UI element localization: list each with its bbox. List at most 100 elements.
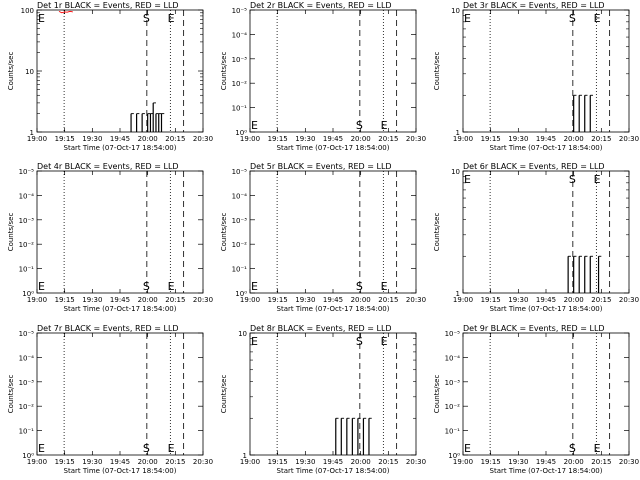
y-tick-label: 10⁰ — [235, 129, 247, 137]
x-tick-label: 20:15 — [378, 135, 398, 143]
marker-S: S — [143, 442, 150, 455]
panel-title: Det 4r BLACK = Events, RED = LLD — [37, 162, 179, 171]
x-tick-label: 19:45 — [536, 135, 556, 143]
marker-S: S — [569, 173, 576, 186]
x-tick-label: 20:00 — [564, 296, 584, 304]
x-tick-label: 19:30 — [82, 296, 102, 304]
x-tick-label: 20:00 — [564, 458, 584, 466]
x-tick-label: 19:30 — [82, 458, 102, 466]
x-tick-label: 20:15 — [591, 135, 611, 143]
y-axis-label: Counts/sec — [7, 52, 15, 91]
y-tick-label: 100 — [21, 7, 34, 15]
x-axis-label: Start Time (07-Oct-17 18:54:00) — [277, 305, 390, 313]
y-axis-label: Counts/sec — [433, 375, 441, 414]
x-tick-label: 19:30 — [82, 135, 102, 143]
y-axis-label: Counts/sec — [7, 375, 15, 414]
panel-title: Det 7r BLACK = Events, RED = LLD — [37, 324, 179, 333]
x-tick-label: 19:45 — [110, 458, 130, 466]
panel-det-4r: Det 4r BLACK = Events, RED = LLD 19:00 19:… — [7, 162, 213, 313]
x-tick-label: 20:00 — [138, 296, 158, 304]
marker-E-end: E — [381, 280, 388, 293]
panel-title: Det 1r BLACK = Events, RED = LLD — [37, 1, 179, 10]
x-tick-label: 19:00 — [240, 135, 260, 143]
x-tick-label: 20:30 — [193, 135, 213, 143]
x-tick-label: 19:30 — [508, 296, 528, 304]
x-tick-label: 19:15 — [481, 458, 501, 466]
x-tick-label: 20:00 — [351, 135, 371, 143]
plot-frame — [462, 9, 630, 133]
marker-E: E — [38, 12, 45, 25]
x-tick-label: 19:45 — [323, 296, 343, 304]
x-tick-label: 19:45 — [536, 458, 556, 466]
x-tick-label: 20:30 — [619, 135, 639, 143]
marker-E-end: E — [168, 442, 175, 455]
panel-title: Det 5r BLACK = Events, RED = LLD — [250, 162, 392, 171]
y-axis-label: Counts/sec — [220, 213, 228, 252]
x-tick-label: 20:15 — [591, 296, 611, 304]
x-tick-label: 19:00 — [240, 458, 260, 466]
y-tick-label: 1 — [243, 452, 247, 460]
x-tick-label: 19:00 — [27, 296, 47, 304]
y-tick-label: 10⁻² — [445, 403, 461, 411]
plot-frame — [36, 170, 204, 294]
x-tick-label: 19:15 — [55, 458, 75, 466]
x-tick-label: 20:30 — [193, 458, 213, 466]
y-tick-label: 10⁻⁵ — [232, 7, 248, 15]
x-tick-label: 19:00 — [453, 135, 473, 143]
y-tick-label: 10⁰ — [448, 452, 460, 460]
x-tick-label: 20:15 — [165, 135, 185, 143]
y-tick-label: 10⁻⁴ — [232, 31, 248, 39]
panel-det-9r: Det 9r BLACK = Events, RED = LLD 19:00 19:… — [433, 324, 639, 475]
marker-E: E — [251, 335, 258, 348]
marker-E: E — [38, 442, 45, 455]
panel-det-7r: Det 7r BLACK = Events, RED = LLD 19:00 19:… — [7, 324, 213, 475]
x-tick-label: 19:45 — [323, 458, 343, 466]
x-tick-label: 19:15 — [55, 135, 75, 143]
panel-title: Det 6r BLACK = Events, RED = LLD — [463, 162, 605, 171]
y-tick-label: 10⁻¹ — [232, 266, 248, 274]
panel-det-8r: Det 8r BLACK = Events, RED = LLD 19:00 19:… — [220, 324, 426, 475]
y-tick-label: 10⁻² — [232, 241, 248, 249]
x-tick-label: 20:30 — [193, 296, 213, 304]
x-tick-label: 19:30 — [295, 458, 315, 466]
x-tick-label: 19:30 — [295, 135, 315, 143]
marker-E-end: E — [381, 335, 388, 348]
y-tick-label: 10⁰ — [22, 290, 34, 298]
marker-S: S — [143, 280, 150, 293]
y-tick-label: 10⁻⁵ — [232, 168, 248, 176]
x-tick-label: 19:15 — [481, 135, 501, 143]
x-axis-label: Start Time (07-Oct-17 18:54:00) — [277, 144, 390, 152]
x-tick-label: 19:30 — [508, 458, 528, 466]
marker-E-end: E — [594, 12, 601, 25]
x-tick-label: 19:15 — [268, 135, 288, 143]
panel-det-3r: Det 3r BLACK = Events, RED = LLD 19:00 19:… — [433, 1, 639, 152]
y-tick-label: 10 — [451, 168, 460, 176]
plot-frame — [36, 332, 204, 456]
y-tick-label: 10⁻⁵ — [445, 330, 461, 338]
y-tick-label: 10⁻² — [19, 403, 35, 411]
y-tick-label: 10⁻¹ — [19, 266, 35, 274]
y-tick-label: 10⁻² — [19, 241, 35, 249]
x-tick-label: 20:00 — [351, 458, 371, 466]
y-tick-label: 10⁻⁴ — [19, 192, 35, 200]
y-tick-label: 10⁻¹ — [445, 428, 461, 436]
lld-series-line — [58, 10, 73, 14]
x-axis-label: Start Time (07-Oct-17 18:54:00) — [64, 144, 177, 152]
marker-E: E — [464, 173, 471, 186]
plot-frame — [36, 9, 204, 133]
plot-frame — [249, 9, 417, 133]
y-tick-label: 10⁻⁵ — [19, 330, 35, 338]
y-tick-label: 10⁻¹ — [19, 428, 35, 436]
y-tick-label: 10 — [25, 68, 34, 76]
y-axis-label: Counts/sec — [433, 52, 441, 91]
y-tick-label: 10⁻³ — [445, 379, 461, 387]
x-tick-label: 19:00 — [240, 296, 260, 304]
panel-title: Det 3r BLACK = Events, RED = LLD — [463, 1, 605, 10]
x-tick-label: 19:45 — [323, 135, 343, 143]
y-tick-label: 10⁻³ — [232, 56, 248, 64]
y-tick-label: 10⁰ — [22, 452, 34, 460]
marker-E-end: E — [381, 119, 388, 132]
y-tick-label: 10 — [451, 7, 460, 15]
y-tick-label: 10⁻⁴ — [232, 192, 248, 200]
